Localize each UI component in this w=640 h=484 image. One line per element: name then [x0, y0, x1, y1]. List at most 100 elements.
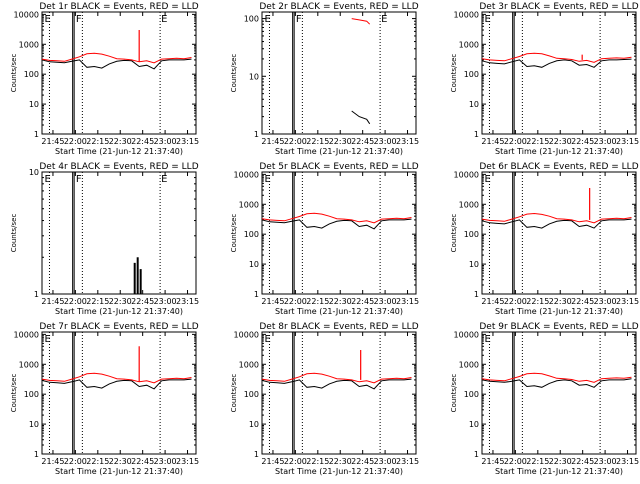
x-axis-label: Start Time (21-Jun-12 21:37:40) [495, 307, 623, 316]
series-line-lld [261, 212, 412, 224]
y-tick-label: 100 [244, 15, 259, 24]
y-tick-label: 10000 [234, 170, 259, 179]
x-tick-label: 22:15 [526, 137, 549, 146]
x-tick-label: 21:45 [261, 137, 284, 146]
x-axis-label: Start Time (21-Jun-12 21:37:40) [495, 467, 623, 476]
plot-frame [261, 331, 417, 455]
x-tick-label: 21:45 [261, 457, 284, 466]
panel-title: Det 9r BLACK = Events, RED = LLD [479, 322, 638, 332]
series-line-events [481, 218, 632, 229]
x-tick-label: 22:00 [64, 137, 87, 146]
attenuator-letter: E [484, 174, 490, 185]
y-tick-label: 10 [249, 260, 259, 269]
y-tick-label: 1 [34, 130, 39, 139]
x-tick-label: 22:45 [351, 297, 374, 306]
x-tick-label: 22:30 [549, 297, 572, 306]
y-tick-label: 10 [29, 168, 39, 177]
x-tick-label: 22:30 [329, 137, 352, 146]
x-tick-label: 22:45 [351, 137, 374, 146]
y-tick-label: 10000 [454, 170, 479, 179]
plot-frame [481, 171, 637, 295]
panel-title: Det 1r BLACK = Events, RED = LLD [39, 2, 198, 12]
x-tick-label: 21:45 [41, 297, 64, 306]
series-line-lld [481, 52, 632, 63]
y-tick-label: 10000 [14, 330, 39, 339]
series-line-lld [481, 212, 632, 224]
x-tick-label: 23:15 [396, 457, 419, 466]
attenuator-letter: F [296, 14, 302, 25]
x-tick-label: 22:30 [109, 137, 132, 146]
detector-panel: Det 8r BLACK = Events, RED = LLD E 1 10 100 1… [230, 322, 419, 476]
x-tick-label: 23:00 [594, 297, 617, 306]
x-tick-label: 22:45 [571, 457, 594, 466]
attenuator-letter: E [161, 14, 167, 25]
x-tick-label: 22:15 [306, 297, 329, 306]
attenuator-letter: E [484, 14, 490, 25]
x-tick-label: 22:15 [306, 457, 329, 466]
x-tick-label: 22:30 [109, 297, 132, 306]
plot-frame [481, 331, 637, 455]
panel-title: Det 2r BLACK = Events, RED = LLD [259, 2, 418, 12]
y-tick-label: 10 [29, 100, 39, 109]
x-tick-label: 22:15 [86, 297, 109, 306]
x-tick-label: 21:45 [41, 137, 64, 146]
y-tick-label: 1 [34, 290, 39, 299]
attenuator-letter: F [76, 174, 82, 185]
x-tick-label: 23:00 [594, 137, 617, 146]
series-line-lld [261, 372, 412, 384]
x-tick-label: 21:45 [481, 297, 504, 306]
attenuator-letter: F [76, 14, 82, 25]
panel-title: Det 5r BLACK = Events, RED = LLD [259, 162, 418, 172]
panel-title: Det 6r BLACK = Events, RED = LLD [479, 162, 638, 172]
y-tick-label: 1 [254, 290, 259, 299]
detector-panel: Det 6r BLACK = Events, RED = LLD E 1 10 100 1… [450, 162, 639, 316]
x-tick-label: 23:15 [396, 297, 419, 306]
y-tick-label: 100 [464, 230, 479, 239]
series-line-events [41, 58, 192, 70]
y-axis-label: Counts/sec [10, 54, 18, 93]
x-tick-label: 21:45 [481, 457, 504, 466]
x-tick-label: 22:30 [329, 457, 352, 466]
panel-title: Det 4r BLACK = Events, RED = LLD [39, 162, 198, 172]
x-tick-label: 22:45 [131, 457, 154, 466]
series-line-events [481, 378, 632, 388]
y-axis-label: Counts/sec [450, 374, 458, 413]
x-tick-label: 22:00 [64, 457, 87, 466]
x-tick-label: 22:00 [284, 137, 307, 146]
x-tick-label: 23:15 [616, 457, 639, 466]
x-axis-label: Start Time (21-Jun-12 21:37:40) [275, 307, 403, 316]
y-tick-label: 1 [34, 450, 39, 459]
attenuator-letter: E [484, 334, 490, 345]
x-tick-label: 23:15 [616, 297, 639, 306]
y-tick-label: 1000 [19, 360, 39, 369]
detector-panel: Det 9r BLACK = Events, RED = LLD E 1 10 100 1… [450, 322, 639, 476]
plot-frame [41, 11, 197, 135]
x-tick-label: 22:45 [351, 457, 374, 466]
x-tick-label: 22:45 [131, 297, 154, 306]
x-tick-label: 23:15 [396, 137, 419, 146]
series-line-events [351, 110, 371, 125]
y-tick-label: 1000 [239, 360, 259, 369]
x-tick-label: 22:15 [526, 457, 549, 466]
plot-frame [481, 11, 637, 135]
series-line-events [41, 378, 192, 390]
y-axis-label: Counts/sec [450, 214, 458, 253]
x-axis-label: Start Time (21-Jun-12 21:37:40) [55, 467, 183, 476]
y-tick-label: 100 [24, 390, 39, 399]
x-tick-label: 22:30 [329, 297, 352, 306]
y-axis-label: Counts/sec [10, 374, 18, 413]
y-axis-label: Counts/sec [10, 214, 18, 253]
x-tick-label: 22:15 [86, 137, 109, 146]
attenuator-letter: E [264, 14, 270, 25]
y-tick-label: 100 [244, 230, 259, 239]
y-tick-label: 10 [469, 420, 479, 429]
x-tick-label: 23:00 [594, 457, 617, 466]
attenuator-letter: E [381, 14, 387, 25]
y-tick-label: 1 [254, 450, 259, 459]
y-tick-label: 1 [474, 290, 479, 299]
x-tick-label: 23:00 [154, 457, 177, 466]
panel-title: Det 3r BLACK = Events, RED = LLD [479, 2, 638, 12]
x-axis-label: Start Time (21-Jun-12 21:37:40) [55, 307, 183, 316]
